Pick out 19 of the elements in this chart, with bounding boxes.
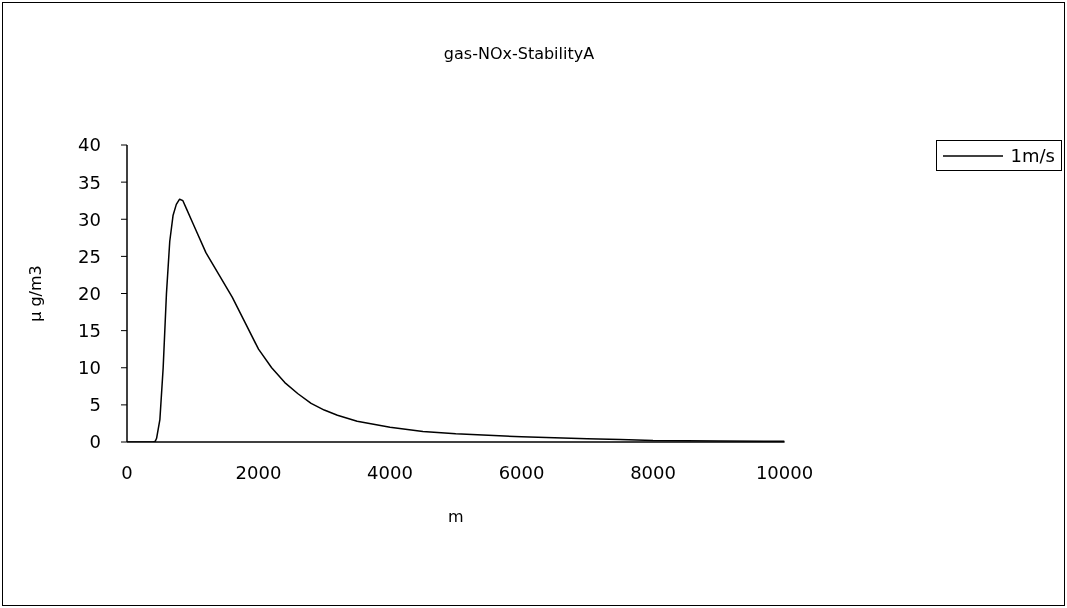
y-tick-label: 35: [78, 171, 101, 193]
x-tick-label: 10000: [755, 461, 814, 483]
x-axis-title: m: [447, 507, 464, 526]
y-axis-title: μ g/m3: [25, 265, 45, 322]
x-tick-label: 6000: [498, 461, 545, 483]
y-tick-label: 25: [78, 245, 101, 267]
x-tick-label: 0: [121, 461, 133, 483]
y-tick-label: 40: [78, 134, 101, 156]
y-tick-label: 0: [89, 431, 101, 453]
y-tick-label: 20: [78, 282, 101, 304]
y-tick-label: 15: [78, 320, 101, 342]
x-tick-label: 4000: [367, 461, 413, 483]
chart-title: gas-NOx-StabilityA: [442, 44, 596, 63]
y-tick-label: 30: [78, 208, 101, 230]
legend-label: 1m/s: [1010, 145, 1055, 166]
y-tick-label: 5: [89, 394, 101, 416]
x-tick-label: 2000: [235, 461, 282, 483]
x-tick-label: 8000: [630, 461, 676, 483]
y-tick-label: 10: [78, 357, 101, 379]
